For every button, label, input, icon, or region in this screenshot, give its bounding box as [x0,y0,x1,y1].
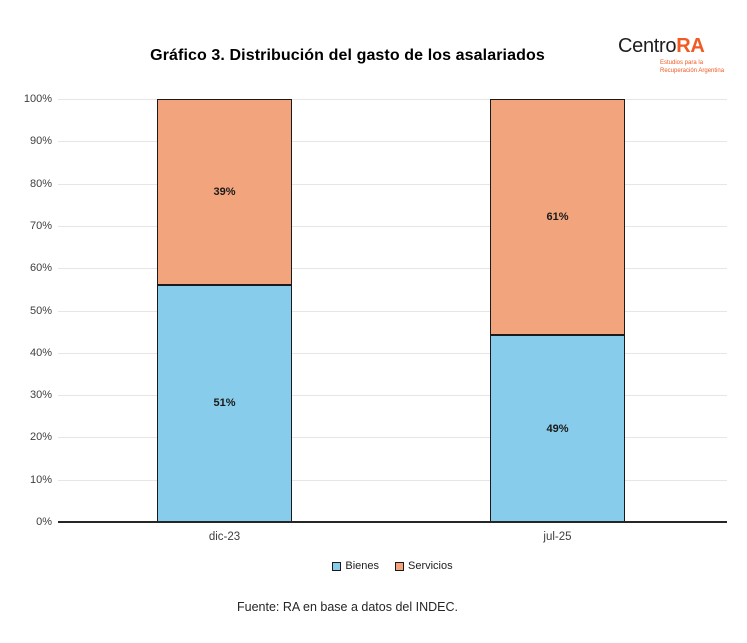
legend-swatch-servicios [395,561,404,571]
logo-tagline-line1: Estudios para la [660,60,704,66]
bar-segment-bienes-jul-25: 49% [490,335,625,522]
bar-segment-bienes-dic-23: 51% [157,284,292,522]
y-tick-label: 20% [29,431,52,444]
chart-title: Gráfico 3. Distribución del gasto de los… [150,47,545,64]
y-tick-label: 30% [29,389,52,402]
legend-item-bienes: Bienes [332,560,379,572]
y-tick-label: 70% [29,219,52,232]
x-axis-line [58,521,727,523]
segment-data-label: 61% [546,211,569,224]
bar-segment-servicios-jul-25: 61% [490,99,625,336]
centro-ra-logo: CentroRA Estudios para la Recuperación A… [618,36,738,75]
x-tick-label-jul-25: jul-25 [543,531,572,543]
y-tick-label: 90% [29,135,52,148]
y-tick-label: 0% [36,516,52,528]
plot-area: 51% 39% 49% 61% [58,99,727,522]
segment-data-label: 51% [213,397,236,410]
logo-name-primary: Centro [618,35,677,57]
y-tick-label: 80% [29,177,52,190]
legend: Bienes Servicios [58,560,727,572]
gridline-100 [58,99,727,100]
segment-data-label: 39% [213,185,236,198]
bar-segment-servicios-dic-23: 39% [157,99,292,285]
gridline-90 [58,141,727,143]
legend-label: Bienes [345,560,379,572]
y-tick-label: 10% [29,473,52,486]
x-tick-label-dic-23: dic-23 [208,531,241,543]
y-tick-label: 60% [29,262,52,275]
y-tick-label: 100% [23,93,52,105]
legend-label: Servicios [408,560,453,572]
logo-name-accent: RA [676,35,705,57]
source-note: Fuente: RA en base a datos del INDEC. [237,600,458,614]
gridline-10 [58,479,727,481]
gridline-80 [58,183,727,185]
gridline-50 [58,310,727,312]
legend-swatch-bienes [332,561,342,571]
gridline-70 [58,225,727,227]
gridline-30 [58,395,727,397]
gridline-40 [58,352,727,354]
logo-tagline-line2: Recuperación Argentina [660,68,725,75]
logo-tagline: Estudios para la Recuperación Argentina [660,59,738,75]
logo-name: CentroRA [618,36,738,56]
y-tick-label: 40% [29,346,52,359]
y-tick-label: 50% [29,304,52,317]
legend-item-servicios: Servicios [395,560,453,572]
gridline-20 [58,437,727,439]
gridline-60 [58,268,727,270]
segment-data-label: 49% [546,422,569,435]
